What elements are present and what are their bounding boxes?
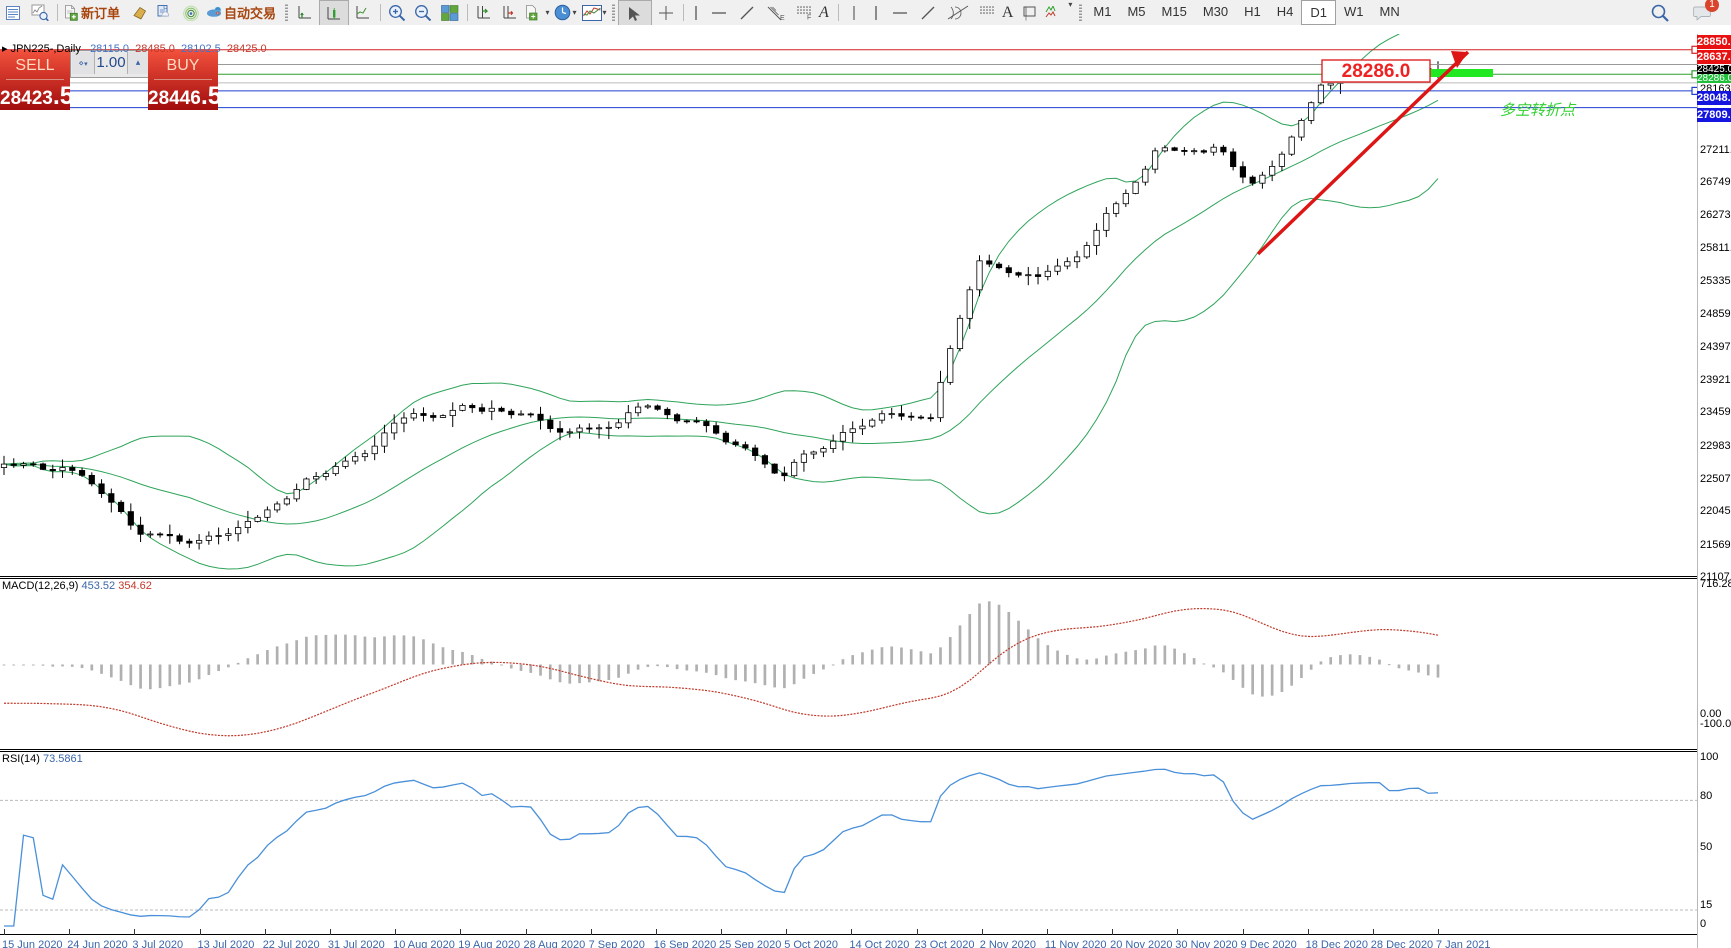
svg-text:F: F: [807, 14, 811, 20]
svg-text:28286.0: 28286.0: [1342, 61, 1411, 82]
svg-text:E: E: [780, 15, 785, 21]
svg-text:T: T: [1024, 15, 1028, 21]
svg-text:多空转折点: 多空转折点: [1500, 102, 1577, 119]
